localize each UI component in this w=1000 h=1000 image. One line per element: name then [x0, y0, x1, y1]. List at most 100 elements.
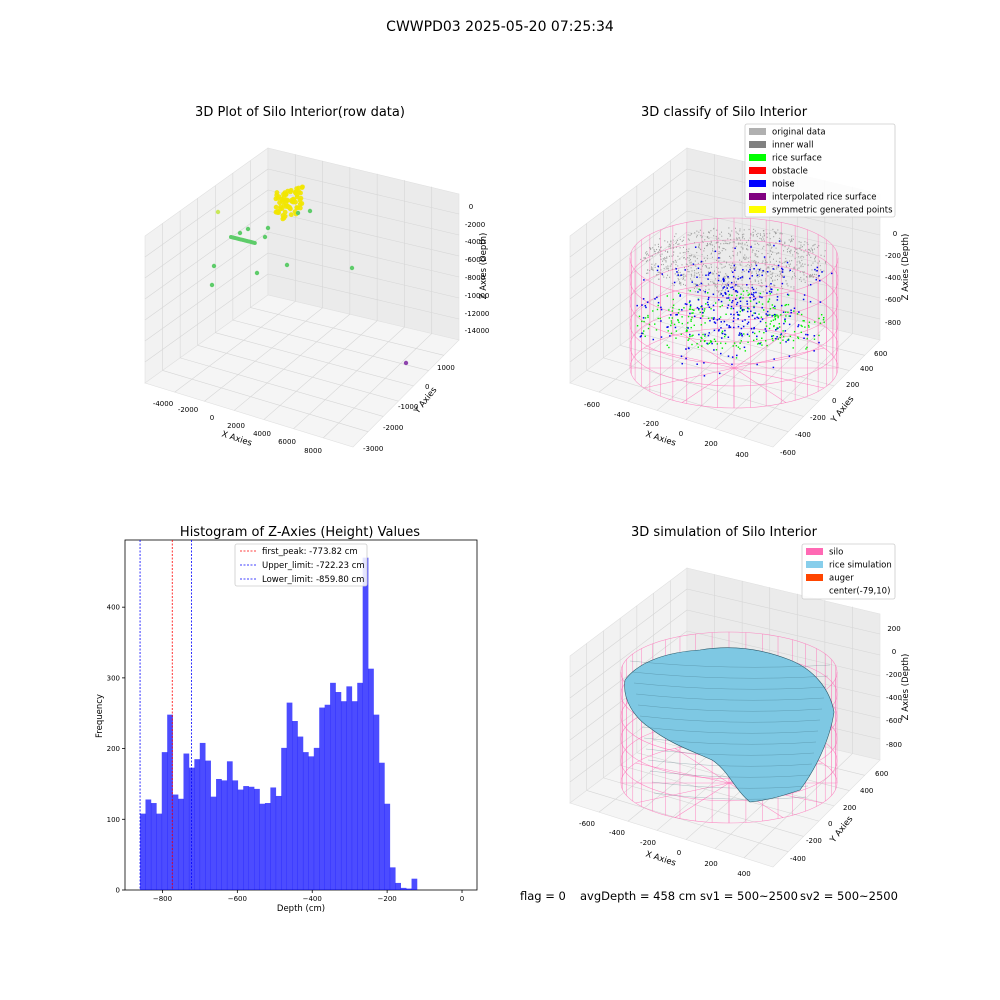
legend-entry-center: center(-79,10): [806, 587, 890, 597]
histogram-bar: [373, 714, 380, 890]
histogram-bar: [221, 780, 228, 890]
status-footer: flag = 0 avgDepth = 458 cm sv1 = 500~250…: [520, 889, 898, 903]
raw-z-axis-label: Z Axies (Depth): [479, 233, 489, 300]
histogram-bar: [145, 799, 152, 890]
histogram-bar: [226, 761, 233, 890]
svg-text:200: 200: [704, 440, 717, 448]
svg-text:-4000: -4000: [153, 400, 173, 408]
svg-text:2000: 2000: [227, 422, 245, 430]
x-tick-label: −800: [153, 895, 172, 903]
histogram-bars: [140, 557, 418, 890]
y-tick-label: 300: [107, 674, 120, 682]
histogram-panel: Histogram of Z-Axies (Height) Values −80…: [95, 525, 478, 914]
classify-panel-title: 3D classify of Silo Interior: [641, 105, 808, 120]
histogram-bar: [237, 789, 244, 890]
x-tick-label: −600: [228, 895, 247, 903]
avg-depth-text: avgDepth = 458 cm: [580, 889, 696, 903]
classify-point-cloud: [636, 227, 833, 377]
svg-text:-2000: -2000: [383, 424, 403, 432]
histogram-bar: [161, 752, 168, 890]
svg-text:-200: -200: [810, 414, 826, 422]
histogram-bar: [302, 752, 309, 890]
svg-text:-200: -200: [806, 837, 822, 845]
svg-text:-800: -800: [885, 319, 901, 327]
svg-text:-600: -600: [584, 401, 600, 409]
legend-entry-lower-limit: Lower_limit: -859.80 cm: [240, 575, 364, 585]
svg-text:400: 400: [860, 787, 873, 795]
svg-text:-400: -400: [609, 829, 625, 837]
svg-text:8000: 8000: [304, 447, 322, 455]
histogram-bar: [183, 753, 190, 890]
histogram-x-axis-label: Depth (cm): [277, 904, 325, 914]
classify-legend: original data inner wall rice surface ob…: [744, 123, 896, 218]
x-tick-label: −400: [303, 895, 322, 903]
raw-x-ticks: -4000 -2000 0 2000 4000 6000 8000: [153, 400, 322, 455]
svg-text:noise: noise: [772, 180, 795, 190]
svg-text:rice surface: rice surface: [772, 154, 822, 164]
svg-text:600: 600: [875, 770, 888, 778]
histogram-x-ticks: −800 −600 −400 −200 0: [153, 890, 464, 903]
svg-text:-600: -600: [579, 820, 595, 828]
svg-text:400: 400: [860, 365, 873, 373]
simulation-y-axis-label: Y Axies: [828, 814, 856, 846]
histogram-bar: [351, 701, 358, 890]
svg-text:-200: -200: [640, 839, 656, 847]
svg-text:-2000: -2000: [465, 221, 485, 229]
histogram-legend: first_peak: -773.82 cm Upper_limit: -722…: [234, 543, 368, 587]
svg-text:6000: 6000: [278, 438, 296, 446]
svg-text:-600: -600: [780, 449, 796, 457]
legend-entry-first-peak: first_peak: -773.82 cm: [240, 547, 358, 557]
histogram-bar: [259, 803, 266, 890]
svg-text:auger: auger: [829, 574, 854, 584]
svg-text:-200: -200: [643, 420, 659, 428]
svg-text:0: 0: [210, 414, 214, 422]
histogram-bar: [378, 762, 385, 890]
svg-text:-200: -200: [885, 252, 901, 260]
histogram-bar: [411, 878, 418, 890]
histogram-bar: [270, 787, 277, 890]
svg-text:-14000: -14000: [465, 327, 490, 335]
histogram-title: Histogram of Z-Axies (Height) Values: [180, 525, 420, 540]
classify-x-axis-label: X Axies: [644, 429, 677, 448]
histogram-y-ticks: 0 100 200 300 400: [107, 604, 125, 895]
svg-text:0: 0: [892, 648, 896, 656]
histogram-bar: [395, 882, 401, 890]
histogram-bar: [194, 759, 201, 890]
svg-text:-400: -400: [790, 855, 806, 863]
legend-entry-symmetric-generated-points: symmetric generated points: [749, 206, 893, 216]
svg-text:-400: -400: [795, 431, 811, 439]
svg-text:first_peak: -773.82 cm: first_peak: -773.82 cm: [262, 547, 358, 557]
svg-text:-200: -200: [886, 671, 902, 679]
histogram-bar: [389, 867, 396, 890]
histogram-bar: [406, 888, 412, 890]
histogram-bar: [178, 798, 184, 890]
svg-text:rice simulation: rice simulation: [829, 561, 892, 571]
svg-text:-1000: -1000: [398, 403, 418, 411]
svg-text:-600: -600: [885, 296, 901, 304]
svg-text:-400: -400: [614, 411, 630, 419]
y-tick-label: 0: [116, 887, 120, 895]
histogram-bar: [275, 795, 282, 890]
legend-entry-rice-simulation: rice simulation: [806, 561, 892, 571]
histogram-bar: [199, 742, 206, 890]
raw-y-ticks: 1000 0 -1000 -2000 -3000: [363, 364, 455, 453]
svg-text:-3000: -3000: [363, 445, 383, 453]
svg-text:400: 400: [737, 870, 750, 878]
svg-text:-400: -400: [885, 274, 901, 282]
histogram-bar: [335, 692, 342, 890]
svg-text:200: 200: [846, 381, 859, 389]
histogram-bar: [254, 788, 260, 890]
svg-text:0: 0: [677, 849, 681, 857]
histogram-reference-lines: [139, 540, 192, 890]
svg-text:-8000: -8000: [465, 274, 485, 282]
histogram-bar: [156, 813, 163, 890]
simulation-rice-surface: [624, 647, 835, 803]
svg-text:silo: silo: [829, 548, 843, 558]
histogram-bar: [324, 704, 331, 890]
legend-entry-auger: auger: [806, 574, 854, 584]
svg-text:400: 400: [735, 451, 748, 459]
simulation-y-ticks: 600 400 200 0 -200 -400: [790, 770, 888, 863]
svg-text:interpolated rice surface: interpolated rice surface: [772, 193, 877, 203]
histogram-bar: [248, 786, 255, 890]
